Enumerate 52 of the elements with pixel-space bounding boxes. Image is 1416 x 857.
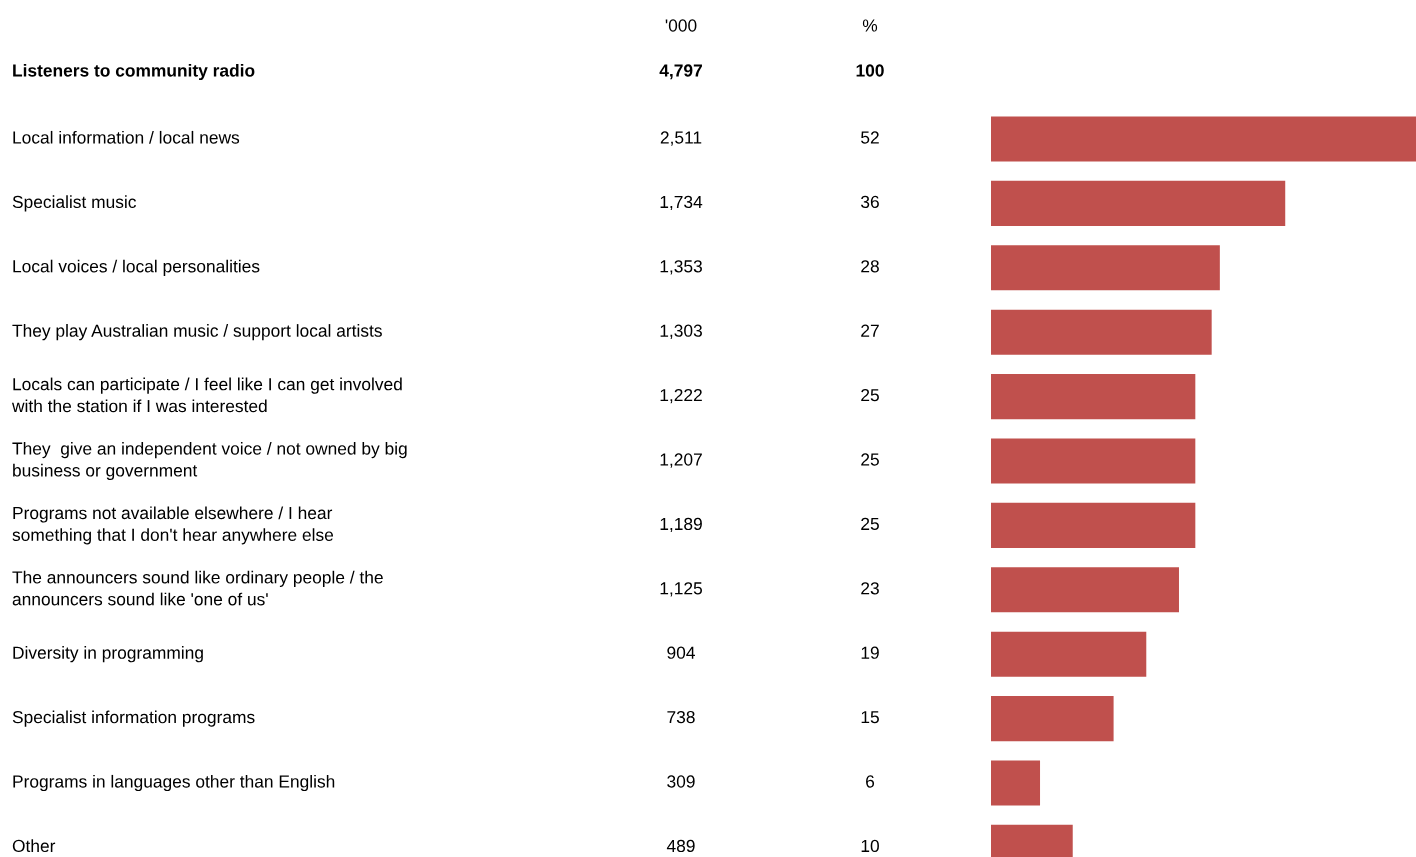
bar (991, 180, 1286, 226)
bar (991, 760, 1041, 806)
text: '000 (665, 19, 697, 32)
text: 1,125 (660, 582, 702, 597)
bar (991, 374, 1196, 420)
y-tick-label: Programs in languages other than English (13, 774, 335, 792)
text: 2,511 (660, 131, 702, 146)
y-tick-label: They play Australian music / support local artists (12, 324, 382, 341)
text: 1,734 (660, 195, 703, 211)
y-tick-label: Local voices / local personalities (13, 259, 260, 276)
y-tick-label: Specialist information programs (12, 710, 255, 727)
y-tick-label: Locals can participate / I feel like I can get involved with the station if I was interested (11, 377, 402, 413)
text: 904 (667, 646, 695, 659)
text: 1,303 (660, 324, 702, 339)
text: 1,207 (660, 453, 702, 468)
text: 100 (856, 64, 884, 77)
data-label: 15 (861, 711, 879, 724)
y-tick-label: Diversity in programming (13, 646, 203, 663)
data-label: 36 (861, 195, 879, 209)
text: Listeners to community radio (13, 63, 255, 81)
data-label: 28 (861, 260, 879, 273)
bar (991, 116, 1416, 162)
text: 1,353 (660, 260, 702, 275)
data-label: 19 (861, 646, 879, 659)
data-label: 10 (861, 839, 879, 853)
y-tick-label: Programs not available elsewhere / I hear something that I don't hear anywhere else (12, 506, 334, 545)
data-label: 25 (861, 453, 879, 466)
data-label: 23 (861, 582, 879, 595)
data-label: 25 (861, 388, 879, 402)
bar (991, 696, 1114, 742)
y-tick-label: They give an independent voice / not owned by big business or government (12, 441, 407, 481)
y-tick-label: Local information / local news (13, 130, 240, 144)
text: 1,189 (660, 517, 702, 533)
bar (991, 438, 1196, 484)
bar (991, 309, 1212, 355)
text: 4,797 (659, 64, 702, 80)
bar (991, 502, 1196, 548)
text: 1,222 (660, 388, 702, 404)
data-label: 25 (861, 517, 879, 531)
text: 309 (667, 775, 695, 788)
data-label: 52 (861, 131, 879, 144)
y-tick-label: Specialist music (12, 195, 136, 212)
y-tick-label: The announcers sound like ordinary people / the announcers sound like 'one of us' (12, 570, 383, 606)
text: % (862, 19, 878, 32)
data-label: 27 (861, 324, 879, 337)
bar (991, 245, 1220, 291)
bar (991, 631, 1147, 677)
y-tick-label: Other (12, 839, 56, 853)
text: 738 (667, 710, 695, 724)
data-label: 6 (866, 775, 875, 788)
bar (991, 567, 1179, 613)
text: 489 (666, 839, 695, 853)
